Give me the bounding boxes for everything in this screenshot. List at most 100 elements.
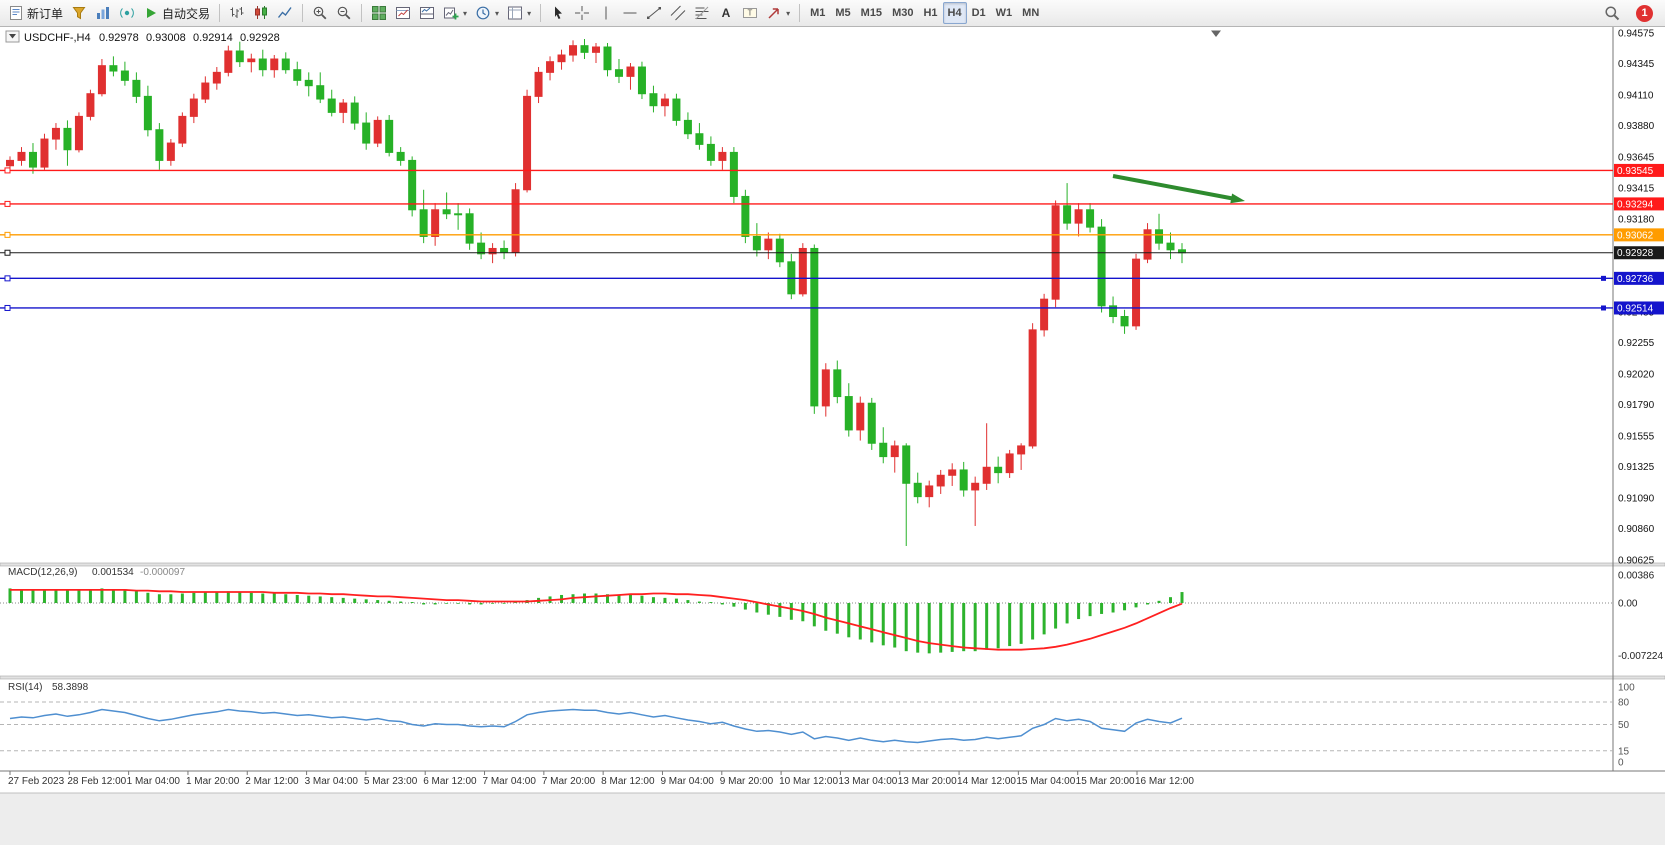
line-handle[interactable] <box>4 231 11 238</box>
candle-body <box>959 469 968 491</box>
candle-body <box>798 247 807 295</box>
timeframe-d1[interactable]: D1 <box>967 2 991 24</box>
timeframe-h1[interactable]: H1 <box>918 2 942 24</box>
candle-body <box>695 133 704 145</box>
line-handle[interactable] <box>1601 275 1606 281</box>
candle-body <box>523 95 532 191</box>
candle-body <box>1166 242 1175 251</box>
crosshair-button[interactable] <box>570 2 594 24</box>
charts-list-button[interactable] <box>415 2 439 24</box>
periods-button[interactable]: ▾ <box>471 2 503 24</box>
candle-body <box>1086 209 1095 228</box>
timeframe-m1[interactable]: M1 <box>805 2 830 24</box>
candle-body <box>500 247 509 253</box>
label-button[interactable]: T <box>738 2 762 24</box>
candle-body <box>637 66 646 95</box>
clock-icon <box>476 6 490 20</box>
price-tick-label: 0.94575 <box>1618 29 1655 40</box>
line-handle[interactable] <box>1601 305 1606 311</box>
time-label: 8 Mar 12:00 <box>601 776 655 787</box>
signals-button[interactable] <box>115 2 139 24</box>
price-axis: 0.94575 0.94345 0.94110 0.93880 0.93645 0.934… <box>1614 29 1664 769</box>
candle-body <box>1097 226 1106 307</box>
cursor-button[interactable] <box>546 2 570 24</box>
candle-body <box>178 115 187 144</box>
price-tick-label: 0.92255 <box>1618 338 1655 349</box>
panel-separator[interactable] <box>0 675 1665 680</box>
zoom-out-button[interactable] <box>332 2 356 24</box>
timeframe-m5[interactable]: M5 <box>830 2 855 24</box>
panel-separator[interactable] <box>0 562 1665 567</box>
time-label: 13 Mar 20:00 <box>898 776 957 787</box>
text-button[interactable]: A <box>714 2 738 24</box>
timeframe-h4[interactable]: H4 <box>942 2 967 24</box>
arrow-icon <box>768 8 779 19</box>
line-handle[interactable] <box>4 249 11 256</box>
timeframe-mn[interactable]: MN <box>1017 2 1044 24</box>
autotrade-icon <box>147 8 157 18</box>
timeframe-w1[interactable]: W1 <box>991 2 1018 24</box>
candle-body <box>994 466 1003 474</box>
candle-body <box>201 82 210 100</box>
candle-body <box>1005 453 1014 474</box>
cursor-icon <box>555 6 563 19</box>
candlestick-chart-button[interactable] <box>249 2 273 24</box>
svg-text:A: A <box>722 6 731 20</box>
line-handle[interactable] <box>4 200 11 207</box>
line-handle[interactable] <box>4 167 11 174</box>
trendline-button[interactable] <box>642 2 666 24</box>
indicators-button[interactable] <box>391 2 415 24</box>
line-chart-button[interactable] <box>273 2 297 24</box>
timeframe-m15[interactable]: M15 <box>856 2 887 24</box>
trend-arrow[interactable] <box>1112 174 1233 201</box>
vertical-line-button[interactable] <box>594 2 618 24</box>
chart-low-value: 0.92914 <box>193 32 233 44</box>
candle-body <box>752 235 761 251</box>
candle-body <box>879 442 888 458</box>
candle-body <box>1120 316 1129 327</box>
time-label: 1 Mar 20:00 <box>186 776 240 787</box>
chart-close-value: 0.92928 <box>240 32 280 44</box>
candle-body <box>419 209 428 237</box>
line-handle[interactable] <box>4 304 11 311</box>
candle-body <box>86 93 95 117</box>
zoom-in-button[interactable] <box>308 2 332 24</box>
channel-button[interactable] <box>666 2 690 24</box>
templates-button[interactable]: ▾ <box>503 2 535 24</box>
chevron-down-icon[interactable] <box>9 34 16 39</box>
vline-icon <box>605 6 607 20</box>
funnel-button[interactable] <box>67 2 91 24</box>
time-label: 15 Mar 20:00 <box>1076 776 1135 787</box>
crosshair-icon <box>575 6 590 20</box>
new-order-button[interactable]: 新订单 <box>4 2 67 24</box>
time-label: 6 Mar 12:00 <box>423 776 477 787</box>
new-chart-button[interactable]: ▾ <box>439 2 471 24</box>
candle-body <box>431 209 440 237</box>
auto-trading-button[interactable]: 自动交易 <box>139 2 214 24</box>
chevron-down-icon: ▾ <box>786 8 791 18</box>
market-watch-button[interactable] <box>91 2 115 24</box>
line-handle[interactable] <box>4 275 11 282</box>
price-badge <box>1614 246 1664 260</box>
svg-text:T: T <box>748 9 753 18</box>
arrows-button[interactable]: ▾ <box>762 2 794 24</box>
timeframe-m30[interactable]: M30 <box>887 2 918 24</box>
chart-shift-marker[interactable] <box>1211 30 1221 38</box>
trend-arrow-head[interactable] <box>1230 193 1245 204</box>
fibonacci-button[interactable] <box>690 2 714 24</box>
zoom-out-icon <box>337 6 351 20</box>
time-label: 1 Mar 04:00 <box>127 776 181 787</box>
bar-chart-button[interactable] <box>225 2 249 24</box>
candle-body <box>17 151 26 161</box>
indicator-window-icon <box>396 7 411 19</box>
candle-body <box>1132 258 1141 327</box>
chevron-down-icon: ▾ <box>495 8 500 18</box>
horizontal-line-button[interactable] <box>618 2 642 24</box>
trendline-icon <box>647 7 662 19</box>
notification-badge[interactable]: 1 <box>1636 4 1653 22</box>
tile-windows-button[interactable] <box>367 2 391 24</box>
toolbar-separator <box>302 4 304 22</box>
price-badge <box>1614 228 1664 242</box>
search-button[interactable] <box>1600 2 1624 24</box>
